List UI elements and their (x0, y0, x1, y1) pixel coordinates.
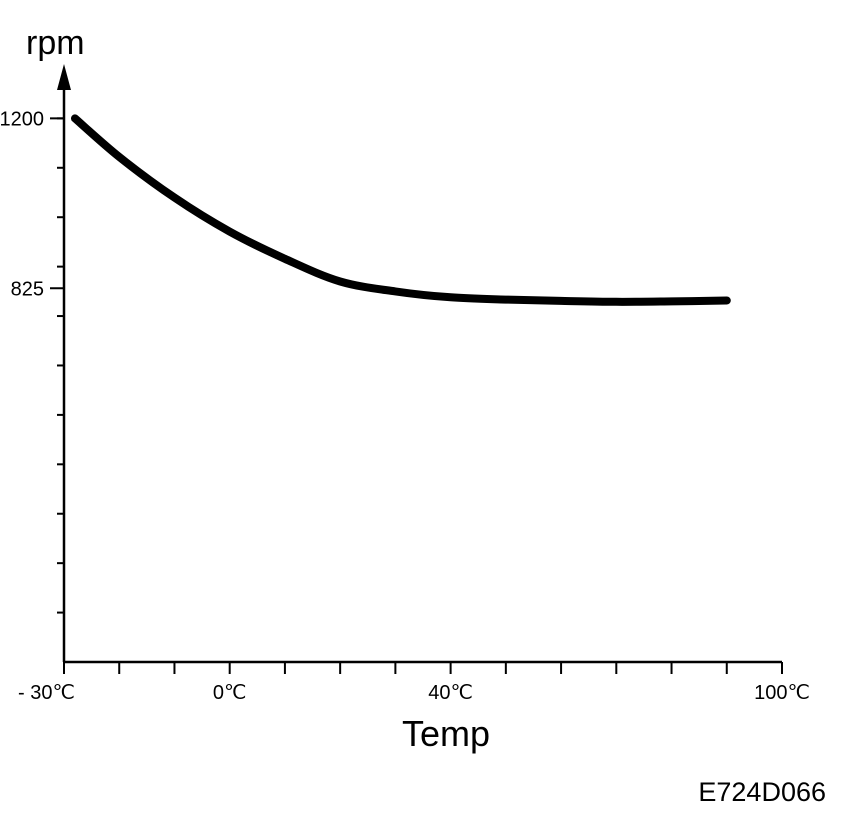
x-tick-labels: - 30℃ 0℃ 40℃ 100℃ (18, 682, 810, 704)
y-tick-labels: 1200 825 (0, 108, 64, 300)
y-tick-label: 825 (11, 278, 44, 300)
figure-code: E724D066 (698, 777, 826, 807)
y-axis-label: rpm (26, 24, 85, 62)
x-axis-label: Temp (402, 713, 490, 754)
y-axis-arrow-icon (57, 64, 71, 90)
x-tick-label: 100℃ (754, 682, 810, 704)
x-minor-ticks (63, 662, 783, 674)
x-tick-label: - 30℃ (18, 682, 75, 704)
x-tick-label: 40℃ (428, 682, 473, 704)
y-tick-label: 1200 (0, 108, 44, 130)
x-tick-label: 0℃ (213, 682, 247, 704)
rpm-curve (71, 114, 731, 306)
